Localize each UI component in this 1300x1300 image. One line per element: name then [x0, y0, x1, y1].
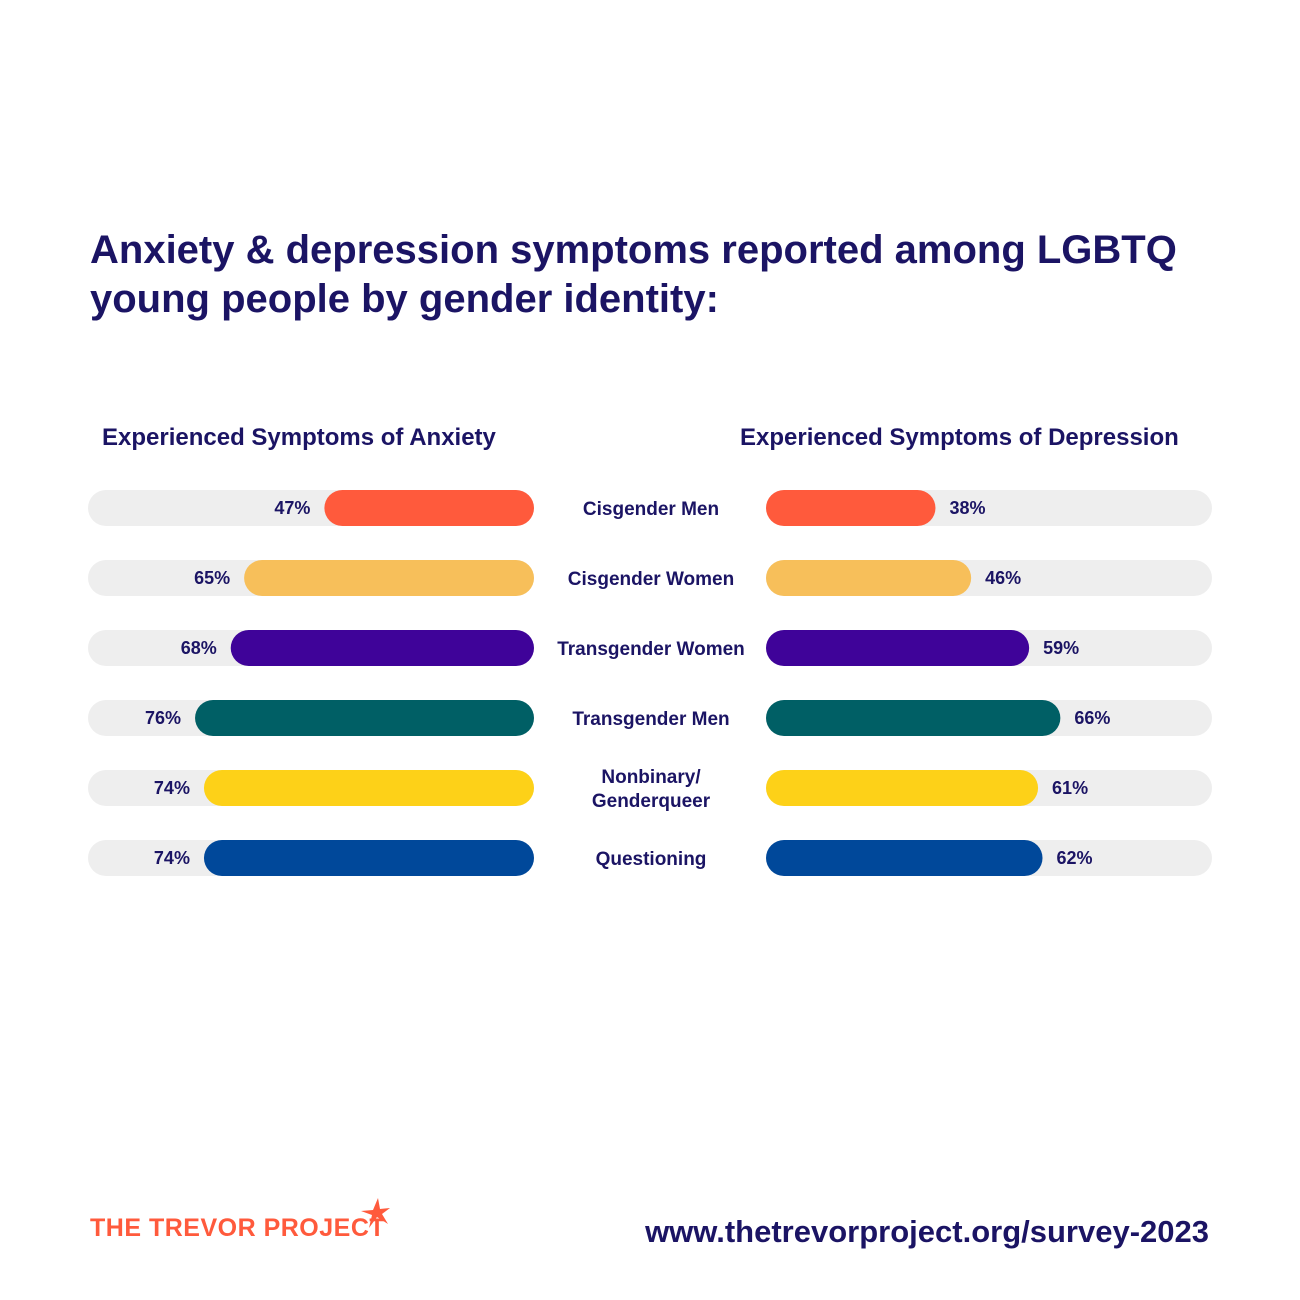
- anxiety-value-label: 47%: [274, 498, 310, 518]
- survey-url: www.thetrevorproject.org/survey-2023: [645, 1214, 1209, 1249]
- category-label: Questioning: [596, 849, 707, 870]
- category-label: Cisgender Women: [568, 569, 734, 590]
- anxiety-value-label: 68%: [181, 638, 217, 658]
- category-label: Transgender Men: [572, 709, 729, 730]
- anxiety-bar-questioning: [203, 840, 534, 876]
- anxiety-bar-transgender-men: [195, 700, 535, 736]
- depression-value-label: 61%: [1052, 778, 1088, 798]
- depression-bar-transgender-men: [766, 700, 1061, 736]
- depression-value-label: 59%: [1043, 638, 1079, 658]
- anxiety-value-label: 65%: [194, 568, 230, 588]
- anxiety-bar-transgender-women: [230, 630, 534, 666]
- depression-bar-cisgender-men: [766, 490, 936, 526]
- category-label: Cisgender Men: [583, 499, 719, 520]
- anxiety-value-label: 74%: [154, 778, 190, 798]
- anxiety-bar-cisgender-women: [244, 560, 534, 596]
- depression-bar-nonbinary-genderqueer: [766, 770, 1039, 806]
- anxiety-value-label: 76%: [145, 708, 181, 728]
- anxiety-panel-title: Experienced Symptoms of Anxiety: [102, 424, 496, 451]
- depression-value-label: 66%: [1074, 708, 1110, 728]
- anxiety-bar-nonbinary-genderqueer: [203, 770, 534, 806]
- depression-panel-title: Experienced Symptoms of Depression: [740, 424, 1179, 451]
- category-label: Transgender Women: [557, 639, 745, 660]
- depression-bar-transgender-women: [766, 630, 1030, 666]
- depression-bar-cisgender-women: [766, 560, 972, 596]
- trevor-project-logo: THE TREVOR PROJECT: [90, 1214, 386, 1242]
- logo-star-icon: [361, 1198, 390, 1228]
- depression-bar-questioning: [766, 840, 1043, 876]
- category-label: Nonbinary/Genderqueer: [592, 767, 711, 812]
- depression-value-label: 62%: [1057, 848, 1093, 868]
- anxiety-value-label: 74%: [154, 848, 190, 868]
- chart-title: Anxiety & depression symptoms reported a…: [90, 228, 1177, 321]
- depression-value-label: 38%: [949, 498, 985, 518]
- anxiety-bar-cisgender-men: [324, 490, 534, 526]
- depression-value-label: 46%: [985, 568, 1021, 588]
